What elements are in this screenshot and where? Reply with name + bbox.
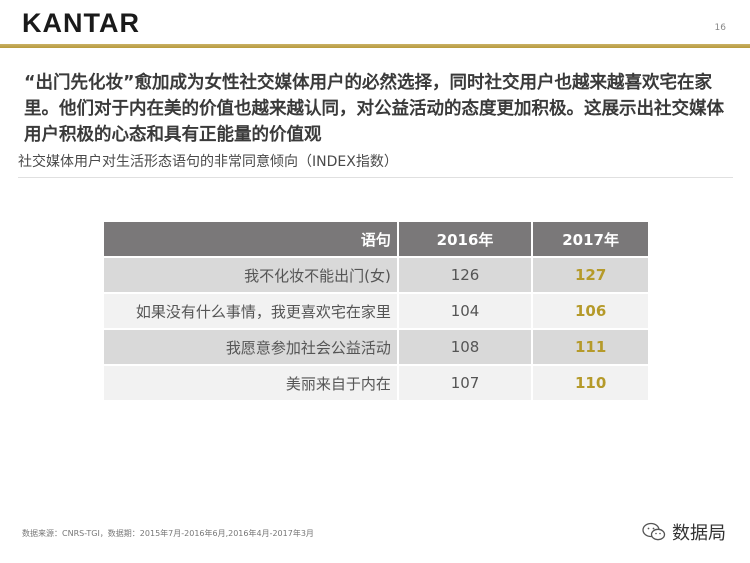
- value-2017-cell: 110: [532, 364, 648, 400]
- value-2016-cell: 104: [397, 292, 534, 329]
- data-source-note: 数据来源：CNRS-TGI，数据期：2015年7月-2016年6月,2016年4…: [22, 529, 314, 538]
- value-2017-cell: 106: [532, 292, 648, 329]
- header-2017: 2017年: [532, 222, 648, 257]
- header-statement: 语句: [104, 222, 399, 257]
- value-2017-cell: 127: [532, 256, 648, 293]
- page-headline: “出门先化妆”愈加成为女性社交媒体用户的必然选择，同时社交用户也越来越喜欢宅在家…: [24, 73, 724, 145]
- value-2016-cell: 108: [397, 328, 534, 365]
- table-subtitle: 社交媒体用户对生活形态语句的非常同意倾向（INDEX指数）: [18, 151, 733, 178]
- table-row: 我愿意参加社会公益活动 108 111: [104, 328, 648, 365]
- wechat-icon: [642, 522, 666, 541]
- statement-cell: 我愿意参加社会公益活动: [104, 328, 399, 365]
- header-2016: 2016年: [397, 222, 534, 257]
- table-row: 美丽来自于内在 107 110: [104, 364, 648, 400]
- brand-watermark: 数据局: [642, 519, 726, 545]
- statement-cell: 我不化妆不能出门(女): [104, 256, 399, 293]
- table-row: 我不化妆不能出门(女) 126 127: [104, 256, 648, 293]
- value-2016-cell: 107: [397, 364, 534, 400]
- page-number: 16: [714, 23, 726, 33]
- value-2016-cell: 126: [397, 256, 534, 293]
- table-row: 如果没有什么事情，我更喜欢宅在家里 104 106: [104, 292, 648, 329]
- kantar-logo: KANTAR: [22, 8, 140, 38]
- value-2017-cell: 111: [532, 328, 648, 365]
- index-table: 语句 2016年 2017年 我不化妆不能出门(女) 126 127 如果没有什…: [104, 222, 648, 400]
- brand-name: 数据局: [672, 523, 726, 544]
- statement-cell: 美丽来自于内在: [104, 364, 399, 400]
- header-divider: [0, 44, 750, 48]
- statement-cell: 如果没有什么事情，我更喜欢宅在家里: [104, 292, 399, 329]
- table-header-row: 语句 2016年 2017年: [104, 222, 648, 257]
